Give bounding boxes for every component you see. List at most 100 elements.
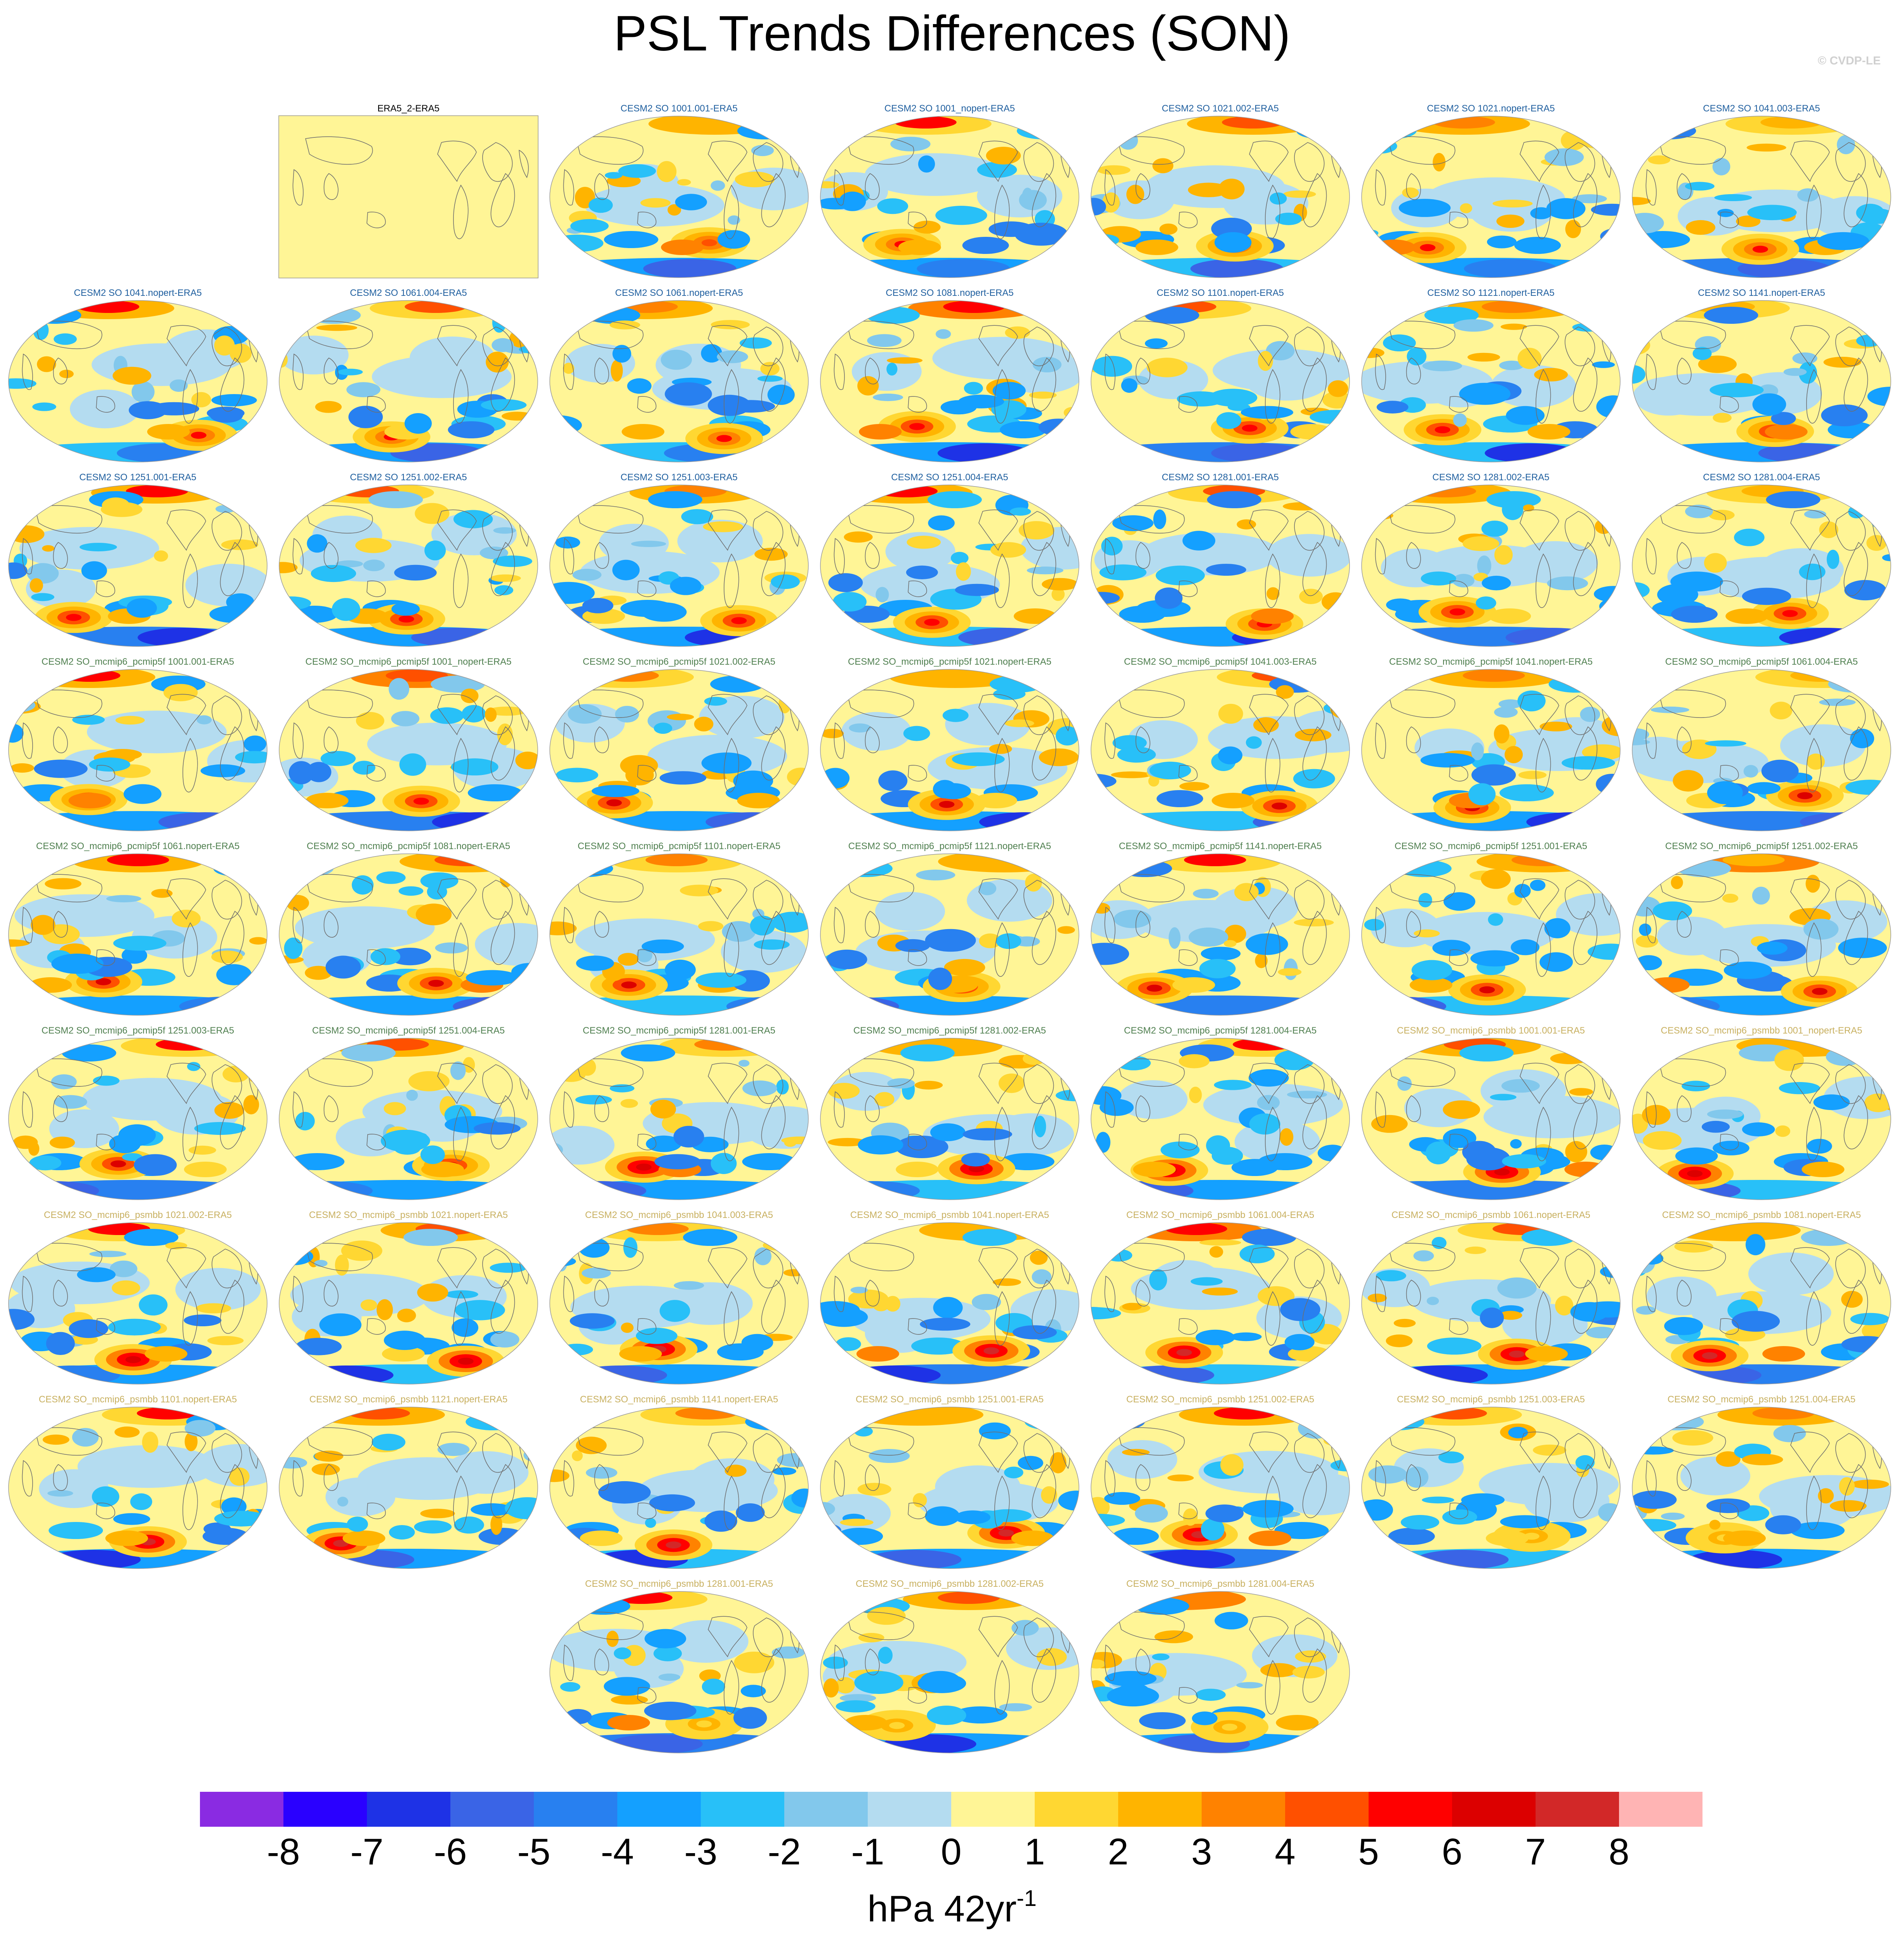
contour-fill	[1790, 669, 1853, 682]
panel-title: CESM2 SO_mcmip6_psmbb 1101.nopert-ERA5	[38, 1394, 237, 1405]
map-panel: CESM2 SO_mcmip6_psmbb 1251.003-ERA5	[1357, 1394, 1625, 1576]
contour-fill	[1692, 347, 1712, 360]
contour-fill	[1324, 1435, 1350, 1446]
coastline	[1720, 949, 1739, 966]
map-border	[820, 1591, 1079, 1753]
coastline	[1645, 1275, 1657, 1312]
contour-fill	[1051, 587, 1065, 601]
contour-fill	[1482, 575, 1511, 591]
contour-fill	[1705, 740, 1746, 747]
contour-fill	[611, 360, 623, 382]
panel-title: CESM2 SO_mcmip6_pcmip5f 1041.nopert-ERA5	[1389, 657, 1593, 667]
contour-fill	[1199, 1239, 1241, 1246]
coastline	[708, 694, 747, 735]
contour-fill	[1032, 357, 1061, 373]
coastline	[437, 1063, 477, 1104]
coastline	[482, 1064, 513, 1104]
colorbar-units-exponent: -1	[1016, 1886, 1037, 1911]
coastline	[1406, 726, 1421, 753]
panel-title: CESM2 SO 1251.003-ERA5	[620, 472, 738, 483]
panel-title: CESM2 SO_mcmip6_psmbb 1001.001-ERA5	[1397, 1025, 1585, 1036]
contour-fill	[1246, 933, 1288, 955]
contour-fill	[9, 378, 36, 389]
contour-fill	[515, 751, 538, 770]
contour-fill	[1632, 728, 1649, 741]
coastline	[482, 880, 513, 920]
contour-fill	[1367, 1293, 1387, 1303]
contour-fill	[320, 751, 356, 766]
contour-fill	[885, 1296, 900, 1312]
contour-fill	[1779, 1082, 1820, 1094]
contour-fill	[211, 394, 257, 407]
contour-fill	[790, 1252, 808, 1263]
contour-fill	[475, 923, 538, 966]
contour-fill	[1218, 179, 1245, 200]
contour-fill	[45, 878, 82, 889]
contour-fill	[924, 669, 987, 682]
coastline	[724, 738, 739, 792]
coastline	[1294, 327, 1325, 367]
coastline	[1536, 553, 1551, 608]
map-plot	[279, 1038, 538, 1200]
contour-fill	[1497, 1277, 1537, 1299]
contour-fill	[1648, 155, 1671, 165]
coastline	[53, 1464, 68, 1491]
map-panel: CESM2 SO 1061.004-ERA5	[274, 287, 542, 470]
coastline	[994, 553, 1010, 608]
coastline	[637, 1318, 657, 1335]
contour-fill	[89, 757, 130, 772]
contour-fill	[1092, 356, 1132, 377]
coastline	[978, 878, 1018, 920]
contour-fill	[424, 540, 446, 561]
coastline	[453, 184, 469, 239]
contour-fill	[1188, 928, 1228, 947]
contour-fill	[724, 1464, 747, 1477]
contour-fill	[674, 1281, 704, 1290]
contour-fill	[1817, 232, 1869, 250]
contour-fill	[673, 1126, 704, 1148]
contour-fill	[1239, 1244, 1275, 1263]
map-panel: CESM2 SO 1251.002-ERA5	[274, 472, 542, 654]
contour-fill	[1671, 876, 1683, 889]
contour-fill	[1322, 592, 1350, 612]
coastline	[1388, 321, 1456, 349]
coastline	[1178, 396, 1198, 413]
contour-fill	[1102, 192, 1120, 213]
contour-fill	[734, 1652, 775, 1673]
contour-fill	[47, 1490, 73, 1497]
contour-fill	[1397, 1076, 1412, 1091]
map-border	[8, 853, 268, 1016]
contour-fill	[191, 432, 207, 439]
contour-fill	[820, 877, 846, 891]
contour-fill	[621, 981, 637, 988]
contour-fill	[641, 939, 684, 954]
coastline	[1023, 1064, 1054, 1104]
coastline	[1117, 1058, 1185, 1087]
contour-fill	[1091, 1180, 1350, 1200]
coastline	[182, 1107, 198, 1161]
map-border	[1361, 1222, 1621, 1385]
coastline	[490, 1095, 515, 1150]
contour-fill	[1426, 1296, 1439, 1305]
coastline	[1790, 878, 1830, 920]
coastline	[96, 1134, 115, 1150]
coastline	[1032, 173, 1056, 228]
contour-fill	[974, 793, 1017, 808]
coastline	[1249, 325, 1289, 367]
contour-fill	[738, 1060, 750, 1067]
coastline	[367, 212, 386, 228]
contour-fill	[850, 1287, 868, 1294]
coastline	[1790, 141, 1830, 182]
contour-fill	[1435, 426, 1451, 433]
coastline	[1573, 910, 1598, 965]
contour-fill	[558, 495, 577, 512]
contour-fill	[290, 1153, 345, 1170]
contour-fill	[550, 1469, 570, 1482]
contour-fill	[1145, 338, 1168, 349]
coastline	[1720, 580, 1739, 597]
contour-fill	[1292, 1666, 1325, 1679]
coastline	[708, 1063, 747, 1104]
contour-fill	[347, 1517, 368, 1532]
contour-fill	[1633, 377, 1704, 416]
contour-fill	[1636, 955, 1662, 971]
